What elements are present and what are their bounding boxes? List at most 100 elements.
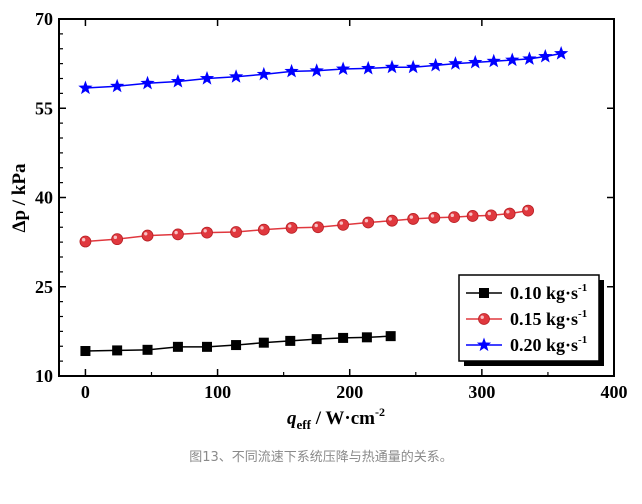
data-point [199,71,215,85]
series-layer [78,46,569,357]
legend-marker-highlight [480,315,484,319]
data-point [485,209,498,222]
data-point [78,80,93,95]
data-point [522,51,537,65]
data-point-highlight [81,238,86,242]
data-point [503,207,516,220]
data-point [338,332,349,343]
data-point [228,69,244,83]
data-point [361,60,376,75]
data-point-highlight [144,232,148,236]
y-tick-label: 55 [35,98,53,118]
data-point [312,221,324,234]
data-point-highlight [469,212,473,216]
legend-label: 0.10 kg·s-1 [510,282,587,303]
data-point [285,335,296,346]
data-point [230,226,242,238]
series-line [85,52,562,89]
figure-caption: 图13、不同流速下系统压降与热通量的关系。 [189,450,453,465]
y-tick-label: 40 [35,188,53,208]
y-axis-label: Δp / kPa [9,163,30,232]
data-point [554,46,569,60]
data-point-highlight [314,223,318,228]
data-point [201,226,213,239]
data-point [231,340,242,351]
data-point-highlight [524,207,529,211]
data-point [140,75,155,90]
legend-marker [476,337,492,352]
data-point-highlight [113,235,118,240]
data-point [522,204,535,217]
data-point [285,221,298,234]
data-point [428,211,441,224]
data-point [79,235,92,248]
data-point-highlight [487,211,492,216]
data-point [468,54,483,69]
x-tick-label: 300 [468,382,495,402]
legend-label: 0.20 kg·s-1 [510,334,587,355]
data-point [362,216,375,229]
data-point [406,59,421,74]
data-point [428,57,443,72]
data-point [384,59,400,74]
data-point [538,48,553,63]
data-point [311,334,322,345]
data-point [486,53,501,68]
data-point [309,63,324,77]
data-point [257,223,270,236]
y-tick-label: 70 [35,9,53,29]
data-point-highlight [339,221,344,225]
data-point-highlight [430,214,435,218]
y-tick-label: 10 [35,366,53,386]
legend-item: 0.20 kg·s-1 [466,334,587,355]
data-point [111,233,124,246]
data-point [284,63,299,78]
axis-ticks: 0 100 200 300 400 10 25 40 55 70 [35,9,628,402]
data-point-highlight [450,213,455,218]
data-point [172,228,184,241]
legend: 0.10 kg·s-1 0.15 kg·s-1 0.20 kg·s-1 [458,274,604,366]
data-point-highlight [174,230,178,235]
data-point [258,337,269,348]
data-point [386,214,398,227]
legend-marker [479,288,489,298]
series-2 [78,46,569,95]
data-point [385,331,396,342]
data-point-highlight [203,229,207,233]
data-point [110,78,125,93]
x-axis-label: qeff / W·cm-2 [287,405,385,432]
x-tick-label: 400 [601,382,628,402]
data-point [466,210,479,222]
data-point-highlight [232,228,236,232]
data-point-highlight [409,215,414,219]
data-point [80,346,91,357]
data-point [142,344,153,355]
series-1 [79,204,535,248]
data-point [202,341,212,352]
data-point [448,211,461,224]
data-point-highlight [506,210,510,214]
legend-marker [478,313,490,325]
data-point-highlight [260,226,264,230]
data-point [448,56,463,70]
legend-item: 0.10 kg·s-1 [466,282,587,303]
x-tick-label: 0 [81,382,90,402]
x-tick-label: 100 [204,382,231,402]
data-point [141,229,154,242]
data-point [170,73,186,88]
legend-item: 0.15 kg·s-1 [466,308,587,329]
data-point [407,213,420,225]
data-point [505,52,520,67]
data-point [335,61,351,76]
data-point-highlight [288,224,292,228]
data-point [112,345,123,356]
y-axis-delta: Δp [9,210,30,232]
data-point [361,332,372,343]
series-0 [80,331,396,357]
chart-svg: 0 100 200 300 400 10 25 40 55 70 0.10 kg·s-1 0.15 … [9,9,628,432]
data-point-highlight [388,217,392,221]
legend-label: 0.15 kg·s-1 [510,308,587,329]
x-tick-label: 200 [336,382,363,402]
data-point-highlight [364,218,369,223]
data-point [172,341,183,352]
